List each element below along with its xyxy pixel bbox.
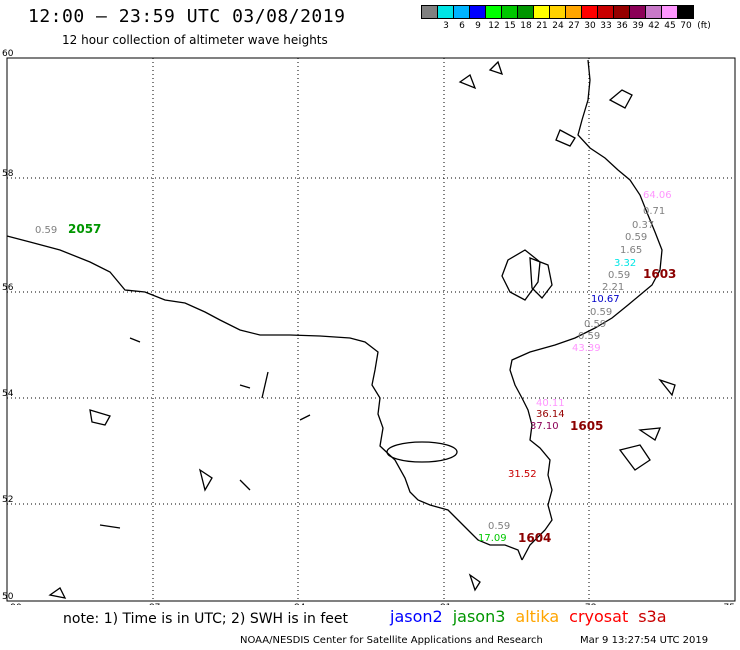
wave-height-label: 0.59 [35, 225, 57, 236]
map-frame [6, 57, 736, 602]
wave-height-label: 0.71 [643, 206, 665, 217]
longitude-label: -84 [291, 603, 306, 605]
satellite-name: jason3 [452, 607, 506, 626]
longitude-label: -78 [582, 603, 597, 605]
wave-height-label: 37.10 [530, 421, 559, 432]
wave-height-label: 2.21 [602, 282, 624, 293]
wave-height-label: 1605 [570, 419, 603, 433]
legend-label: 24 [552, 21, 564, 31]
latitude-label: 60 [2, 49, 14, 59]
wave-height-label: 1.65 [620, 245, 642, 256]
akimiski-island [386, 441, 458, 463]
footer-note: note: 1) Time is in UTC; 2) SWH is in fe… [63, 611, 349, 627]
wave-height-label: 0.59 [584, 319, 606, 330]
satellite-name: jason2 [390, 607, 443, 626]
color-legend: 3 6 9 12 15 18 21 24 27 30 33 36 39 42 45 70 (ft) [421, 5, 711, 31]
legend-labels: 3 6 9 12 15 18 21 24 27 30 33 36 39 42 45 70 (ft) [422, 19, 711, 31]
latitude-label: 52 [2, 495, 13, 505]
legend-label: 70 [680, 21, 692, 31]
latitude-label: 50 [2, 592, 14, 602]
wave-height-label: 0.59 [625, 232, 647, 243]
wave-height-label: 10.67 [591, 294, 620, 305]
longitude-label: -75 [720, 603, 735, 605]
wave-height-label: 0.59 [488, 521, 510, 532]
wave-height-label: 0.59 [608, 270, 630, 281]
satellite-legend: jason2 jason3 altika cryosat s3a [390, 607, 677, 626]
wave-height-label: 0.37 [632, 220, 654, 231]
satellite-name: s3a [638, 607, 667, 626]
wave-height-label: 40.11 [536, 398, 565, 409]
legend-label: 42 [648, 21, 660, 31]
page-subtitle: 12 hour collection of altimeter wave hei… [62, 33, 328, 47]
legend-label: 18 [520, 21, 532, 31]
wave-height-label: 17.09 [478, 533, 507, 544]
legend-label: 30 [584, 21, 596, 31]
belcher-islands [501, 249, 553, 301]
legend-label: 21 [536, 21, 548, 31]
satellite-name: altika [515, 607, 560, 626]
wave-height-label: 64.06 [643, 190, 672, 201]
wave-height-label: 43.39 [572, 343, 601, 354]
wave-height-label: 0.59 [590, 307, 612, 318]
legend-label: 36 [616, 21, 628, 31]
legend-swatch [677, 5, 694, 19]
legend-swatches [421, 5, 694, 19]
wave-height-label: 0.59 [578, 331, 600, 342]
legend-label: 39 [632, 21, 644, 31]
wave-height-label: 3.32 [614, 258, 636, 269]
latitude-label: 56 [2, 283, 14, 293]
legend-unit: (ft) [697, 21, 711, 31]
legend-label: 33 [600, 21, 612, 31]
latitude-label: 54 [2, 389, 14, 399]
legend-label: 15 [504, 21, 516, 31]
legend-label: 27 [568, 21, 580, 31]
generated-timestamp: Mar 9 13:27:54 UTC 2019 [580, 635, 709, 646]
satellite-name: cryosat [569, 607, 629, 626]
legend-label: 45 [664, 21, 676, 31]
longitude-label: -87 [146, 603, 161, 605]
legend-label: 9 [475, 21, 481, 31]
axis-labels: 60 58 56 54 52 50-90 -87 -84 -81 -78 -75 [2, 49, 735, 605]
wave-height-label: 2057 [68, 222, 101, 236]
legend-label: 6 [459, 21, 465, 31]
grid-lines [7, 58, 735, 601]
longitude-label: -90 [7, 603, 22, 605]
wave-height-label: 1604 [518, 531, 551, 545]
legend-label: 12 [488, 21, 500, 31]
coastline [6, 59, 676, 599]
wave-height-label: 31.52 [508, 469, 537, 480]
credit-text: NOAA/NESDIS Center for Satellite Applica… [240, 635, 543, 646]
wave-height-label: 36.14 [536, 409, 565, 420]
legend-label: 3 [443, 21, 449, 31]
page-title: 12:00 – 23:59 UTC 03/08/2019 [28, 6, 346, 27]
wave-height-label: 1603 [643, 267, 676, 281]
longitude-label: -81 [437, 603, 452, 605]
latitude-label: 58 [2, 169, 14, 179]
